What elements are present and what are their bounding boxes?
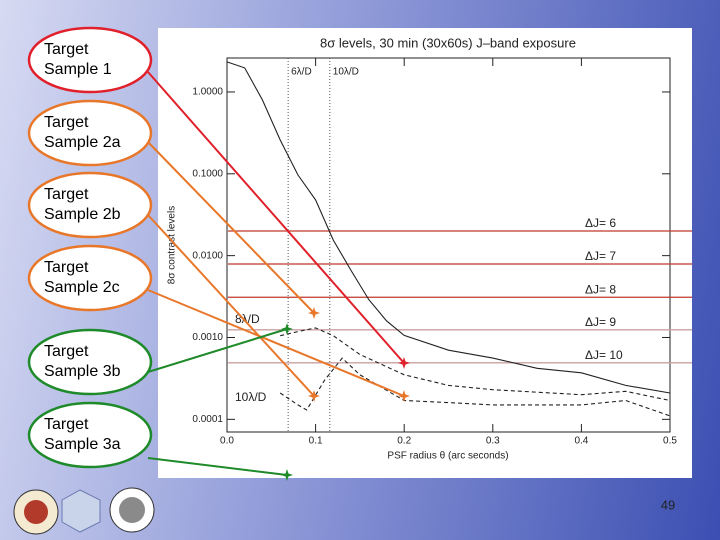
x-tick-label: 0.5 (663, 436, 677, 447)
label-oval (27, 401, 153, 469)
reference-line-label: ΔJ= 6 (585, 216, 616, 230)
arrow (147, 457, 288, 476)
label-text: Target (44, 343, 89, 360)
arrow (147, 214, 315, 397)
label-text: Target (44, 114, 89, 131)
arrow (147, 71, 405, 364)
reference-line-label: ΔJ= 7 (585, 249, 616, 263)
logo (119, 497, 145, 523)
star (398, 357, 410, 369)
label-text: Sample 3a (44, 436, 121, 453)
x-tick-label: 0.1 (309, 436, 323, 447)
star (281, 469, 293, 481)
reference-line-label: ΔJ= 9 (585, 315, 616, 329)
series-line (226, 61, 671, 394)
vertical-line-label: 10λ/D (333, 67, 359, 78)
x-axis-label: PSF radius θ (arc seconds) (387, 451, 508, 462)
vertical-line-label: 6λ/D (291, 67, 312, 78)
star (398, 390, 410, 402)
label-text: Target (44, 186, 89, 203)
logo (24, 500, 48, 524)
label-text: Sample 2a (44, 134, 121, 151)
label-text: Sample 1 (44, 61, 112, 78)
series-line (279, 357, 671, 417)
logo (61, 489, 101, 533)
y-tick-label: 1.0000 (192, 87, 223, 98)
chart-title: 8σ levels, 30 min (30x60s) J–band exposu… (320, 35, 576, 50)
label-text: Target (44, 259, 89, 276)
y-tick-label: 0.0001 (192, 414, 223, 425)
star (308, 390, 320, 402)
plot-panel (158, 28, 692, 478)
label-oval (27, 171, 153, 239)
annotation: 10λ/D (235, 390, 267, 404)
arrow (147, 328, 288, 373)
x-tick-label: 0.0 (220, 436, 234, 447)
reference-line-label: ΔJ= 10 (585, 348, 623, 362)
y-tick-label: 0.1000 (192, 168, 223, 179)
y-tick-label: 0.0100 (192, 250, 223, 261)
label-text: Target (44, 416, 89, 433)
logos (13, 487, 155, 535)
label-oval (27, 328, 153, 396)
label-text: Sample 3b (44, 363, 121, 380)
label-oval (27, 99, 153, 167)
star (281, 323, 293, 335)
label-oval (27, 244, 153, 312)
page-number: 49 (661, 497, 675, 512)
x-tick-label: 0.4 (574, 436, 588, 447)
x-tick-label: 0.2 (397, 436, 411, 447)
arrow (147, 289, 405, 397)
label-oval (27, 26, 153, 94)
label-text: Sample 2b (44, 206, 121, 223)
plot-frame (226, 57, 671, 433)
series-line (280, 327, 671, 402)
label-text: Sample 2c (44, 279, 120, 296)
reference-line-label: ΔJ= 8 (585, 282, 616, 296)
arrow (147, 141, 315, 314)
y-tick-label: 0.0010 (192, 332, 223, 343)
x-tick-label: 0.3 (486, 436, 500, 447)
label-text: Target (44, 41, 89, 58)
star (308, 307, 320, 319)
y-axis-label: 8σ contrast levels (167, 206, 178, 284)
